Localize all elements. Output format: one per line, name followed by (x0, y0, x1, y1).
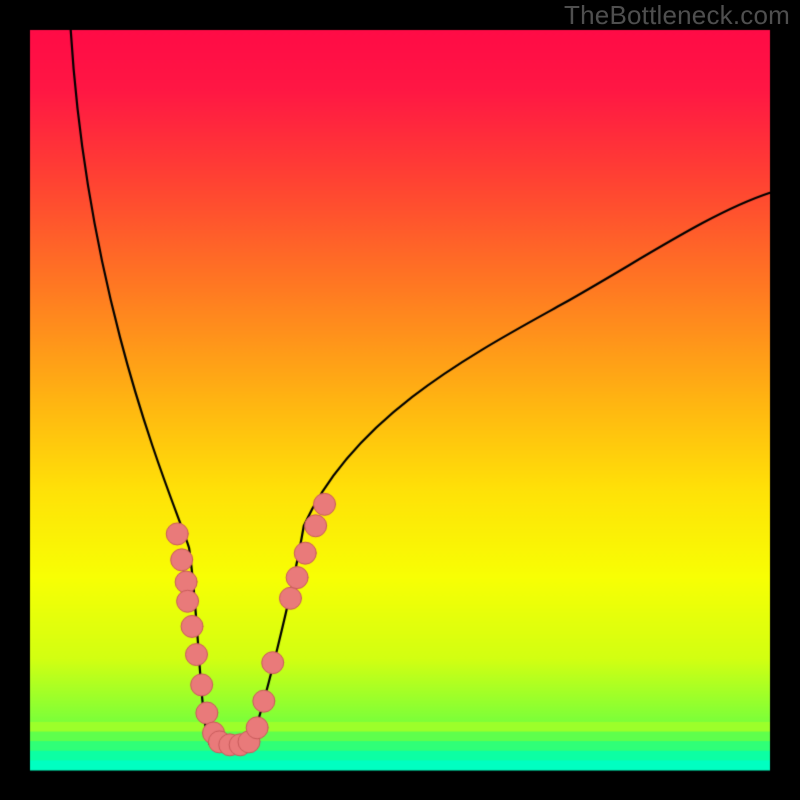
bottleneck-chart (0, 0, 800, 800)
chart-stage: TheBottleneck.com (0, 0, 800, 800)
watermark-text: TheBottleneck.com (564, 0, 790, 31)
